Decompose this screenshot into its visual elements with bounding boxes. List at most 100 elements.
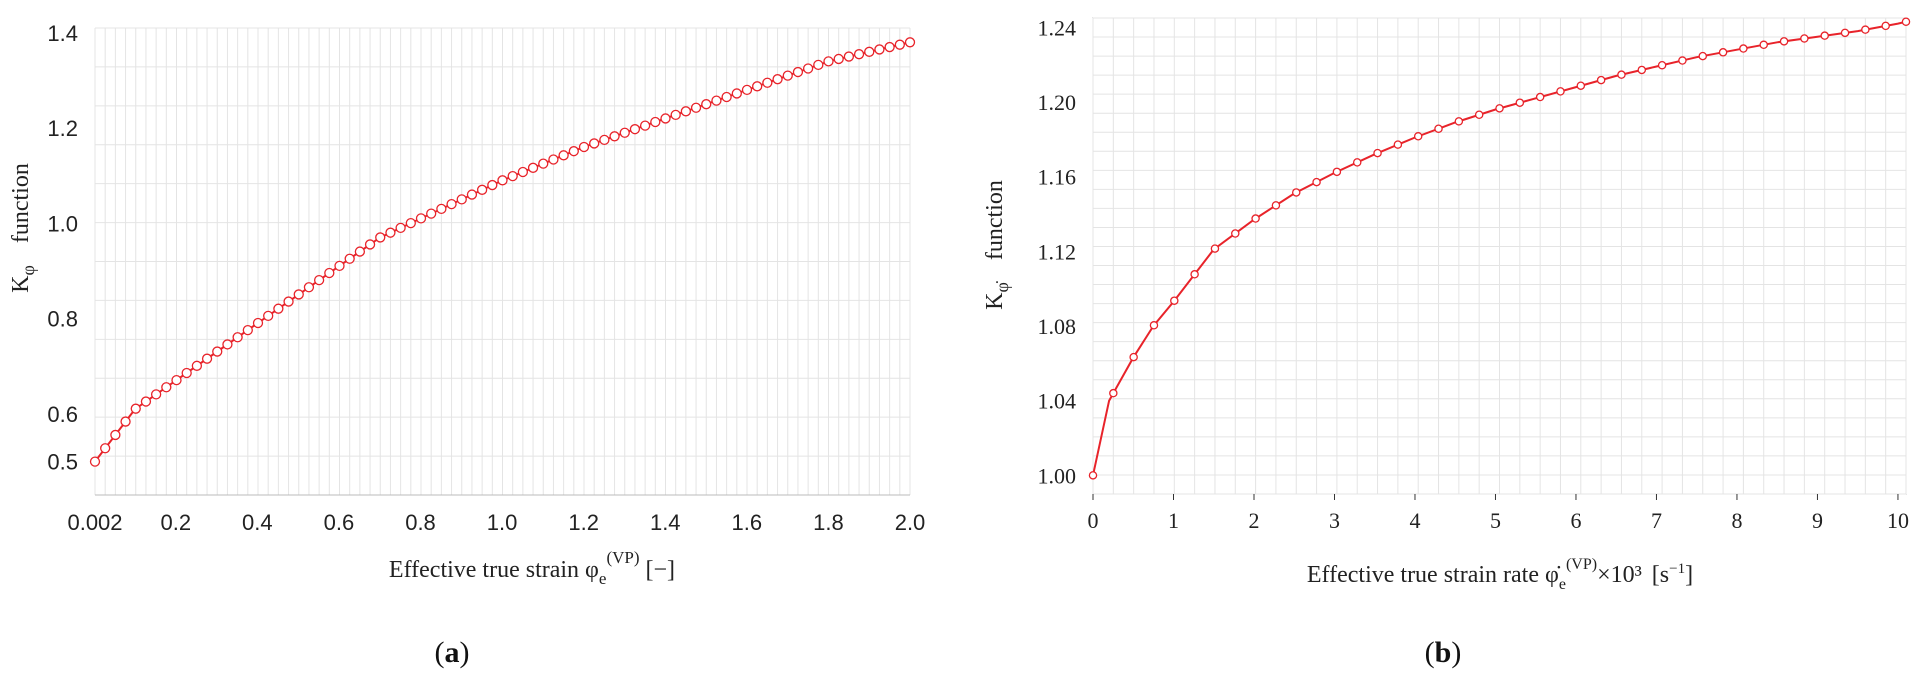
chart-a-data-point	[426, 208, 437, 219]
chart-b-data-point	[1474, 110, 1484, 120]
chart-a-data-point	[201, 353, 213, 364]
chart-a-y-tick-label: 1.0	[47, 211, 78, 236]
chart-b-grid	[1092, 17, 1907, 495]
chart-b-data-point	[1820, 31, 1829, 40]
chart-a-x-tick-label: 0.4	[242, 510, 273, 535]
chart-a-data-point	[232, 332, 243, 343]
chart-b-data-point	[1800, 34, 1809, 43]
chart-b-data-point	[1149, 321, 1159, 330]
chart-b-data-point	[1535, 92, 1545, 102]
chart-a-y-tick-label: 0.8	[47, 307, 78, 332]
chart-b-x-tick-label: 9	[1812, 508, 1823, 533]
chart-a-data-point	[527, 162, 539, 173]
chart-b-data-point	[1231, 229, 1240, 238]
chart-a-xlabel-unit: [−]	[646, 557, 676, 583]
chart-a-data-point	[599, 134, 610, 146]
chart-a-data-point	[212, 346, 223, 357]
chart-a-data-point	[762, 77, 773, 88]
chart-b: 0 1 2 3 4 5 6 7 8 9 10 1.00 1.04 1.08 1.12 1.16 1.20 1.2…	[982, 15, 1911, 669]
chart-b-xlabel-sub: e	[1559, 576, 1566, 593]
chart-a-data-point	[415, 213, 427, 224]
chart-a-data-point	[864, 46, 875, 57]
chart-a-data-point	[130, 403, 141, 414]
chart-b-data-point	[1393, 140, 1403, 149]
chart-b-xlabel-unit-sup: −1	[1669, 561, 1685, 577]
chart-b-data-point	[1556, 87, 1565, 96]
chart-a-data-point	[741, 84, 753, 96]
chart-a-data-point	[334, 260, 345, 272]
chart-b-data-point	[1190, 270, 1199, 279]
chart-a-data-point	[558, 150, 569, 161]
chart-b-data-point	[1251, 214, 1260, 223]
chart-a-data-point	[802, 63, 814, 74]
chart-b-data-point	[1678, 56, 1687, 65]
chart-a-data-point	[619, 127, 630, 138]
chart-b-x-tick-label: 1	[1168, 508, 1179, 533]
chart-b-data-point	[1271, 201, 1281, 210]
chart-a-data-point	[772, 74, 783, 85]
chart-b-data-point	[1170, 296, 1179, 305]
chart-b-x-tick-label: 5	[1490, 508, 1501, 533]
chart-b-data-point	[1698, 51, 1708, 61]
chart-a-data-point	[731, 88, 742, 99]
chart-a-data-point	[283, 296, 294, 307]
chart-a-y-tick-label: 0.5	[47, 450, 78, 475]
chart-a-data-point	[853, 49, 865, 60]
chart-a-ylabel-word: function	[8, 163, 34, 243]
chart-b-y-tick-label: 1.12	[1038, 239, 1077, 264]
chart-b-xlabel-text: Effective true strain rate φ̇	[1307, 562, 1561, 588]
chart-a-x-tick-label: 0.6	[324, 510, 355, 535]
chart-a-x-tick-label: 0.2	[160, 510, 191, 535]
chart-a-data-point	[120, 416, 131, 427]
chart-b-data-point	[1373, 148, 1382, 158]
chart-a-x-ticks: 0.002 0.2 0.4 0.6 0.8 1.0 1.2 1.4 1.6 1.8 2.0	[67, 510, 925, 535]
chart-a-y-tick-label: 1.2	[47, 116, 78, 141]
chart-a-data-point	[639, 120, 651, 131]
chart-a-data-point	[405, 217, 416, 229]
chart-a-data-point	[884, 41, 895, 53]
chart-a-xlabel: Effective true strain φe (VP) [−]	[389, 548, 675, 588]
chart-a-x-tick-label: 0.8	[405, 510, 436, 535]
chart-b-ylabel-symbol: K	[982, 292, 1008, 310]
chart-a-data-point	[446, 198, 457, 210]
chart-b-data-point	[1881, 21, 1890, 31]
chart-b-data-point	[1759, 40, 1768, 50]
chart-a-x-tick-label: 1.0	[487, 510, 518, 535]
chart-b-data-point	[1088, 471, 1098, 480]
chart-b-data-point	[1332, 167, 1342, 177]
chart-a-data-point	[171, 374, 182, 386]
chart-a-data-point	[324, 267, 335, 279]
chart-b-xlabel-unit-open: [s	[1652, 562, 1669, 588]
chart-a-data-point	[364, 239, 376, 250]
chart-a-data-point	[222, 339, 233, 350]
chart-b-x-tick-label: 7	[1651, 508, 1662, 533]
chart-b-xlabel: Effective true strain rate φ̇e(VP)×10³ [s…	[1307, 556, 1693, 593]
chart-b-data-point	[1718, 48, 1728, 57]
chart-b-x-tick-label: 2	[1248, 508, 1259, 533]
chart-a-data-point	[344, 253, 355, 264]
chart-a-data-point	[578, 141, 590, 153]
svg-text:Kφ̇function: Kφ̇ function	[982, 180, 1012, 310]
chart-b-data-point	[1576, 81, 1586, 90]
chart-b-data-point	[1779, 37, 1789, 46]
chart-a-data-point	[100, 443, 111, 454]
chart-a-data-point	[548, 154, 559, 165]
caption-b: (b)	[1425, 636, 1462, 669]
chart-a-grid	[94, 27, 911, 496]
svg-text:Kφfunction: Kφ function	[8, 163, 38, 293]
chart-a-ylabel-symbol: K	[8, 275, 34, 293]
chart-a-data-point	[874, 44, 885, 55]
chart-a-data-point	[680, 106, 692, 117]
chart-b-data-point	[1312, 177, 1321, 187]
chart-a-data-point	[150, 389, 162, 400]
chart-b-x-tick-label: 4	[1409, 508, 1420, 533]
chart-a-data-point	[161, 382, 172, 393]
chart-b-data-point	[1129, 352, 1138, 362]
chart-b-data-point	[1515, 98, 1525, 107]
chart-a-data-point	[497, 175, 508, 186]
chart-a-data-point	[293, 289, 304, 300]
chart-a-y-tick-label: 0.6	[47, 402, 78, 427]
chart-a-data-point	[568, 146, 579, 157]
chart-b-data-point	[1657, 60, 1667, 70]
